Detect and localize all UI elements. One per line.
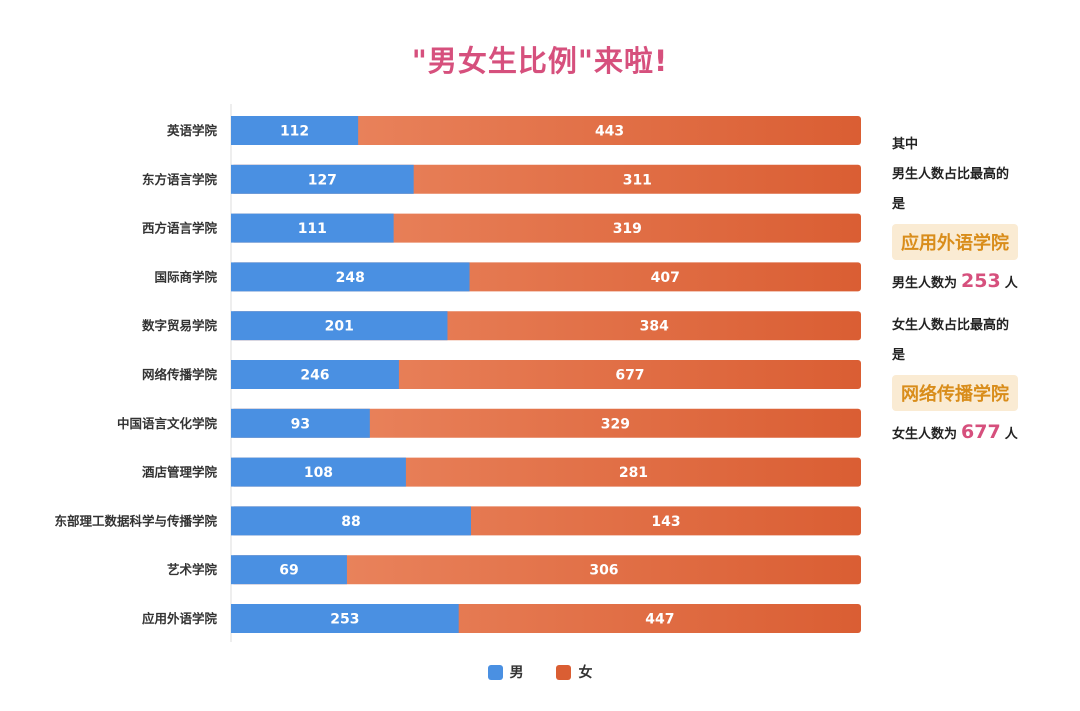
data-label-male: 253 [330,612,359,628]
data-label-male: 248 [336,270,365,286]
bar-female[interactable] [231,408,861,438]
data-label-female: 281 [619,465,648,481]
female-is: 是 [892,348,906,363]
category-label: 东部理工数据科学与传播学院 [54,513,217,528]
data-label-female: 384 [640,319,669,335]
bar-female[interactable] [231,555,861,585]
legend-swatch-male [487,664,503,680]
data-label-male: 112 [280,124,309,140]
male-count-suffix: 人 [1004,276,1018,291]
data-label-male: 88 [341,514,360,530]
data-label-male: 201 [325,319,354,335]
female-count-suffix: 人 [1004,427,1018,442]
page-title: "男女生比例"来啦! [411,44,669,78]
data-label-female: 677 [615,368,644,384]
data-label-male: 127 [308,172,337,188]
data-label-female: 306 [589,563,618,579]
data-label-female: 443 [595,124,624,140]
female-count-prefix: 女生人数为 [892,427,958,442]
data-label-female: 447 [645,612,674,628]
male-is: 是 [892,197,906,212]
data-label-male: 93 [291,416,310,432]
summary-intro: 其中 [892,137,919,152]
bar-female[interactable] [231,116,861,145]
legend-swatch-female [556,664,572,680]
bar-male[interactable] [231,604,459,633]
bar-male[interactable] [231,555,347,585]
category-label: 国际商学院 [154,269,217,284]
female-top-school: 网络传播学院 [892,375,1018,411]
summary-panel: 其中 男生人数占比最高的 是 应用外语学院 男生人数为 253 人 女生人数占比最高… [892,130,1067,450]
male-count: 253 [961,270,1001,292]
legend-item-male[interactable]: 男 [487,662,524,682]
male-heading: 男生人数占比最高的 [892,167,1010,182]
data-label-male: 69 [279,563,298,579]
female-heading: 女生人数占比最高的 [892,318,1010,333]
data-label-female: 319 [613,221,642,237]
data-label-female: 329 [601,416,630,432]
data-label-male: 111 [298,221,327,237]
bar-male[interactable] [231,506,471,536]
data-label-female: 407 [651,270,680,286]
bar-male[interactable] [231,164,414,194]
bar-male[interactable] [231,311,448,341]
data-label-female: 311 [623,172,652,188]
category-label: 数字贸易学院 [141,318,218,333]
legend-label-female: 女 [578,665,593,681]
bar-male[interactable] [231,457,406,487]
data-label-male: 246 [300,368,329,384]
category-label: 酒店管理学院 [142,465,218,480]
legend-item-female[interactable]: 女 [556,662,592,682]
data-label-female: 143 [651,514,680,530]
category-label: 艺术学院 [167,562,218,577]
category-label: 网络传播学院 [142,367,218,382]
category-label: 东方语言学院 [142,172,218,187]
category-label: 应用外语学院 [142,611,218,626]
category-label: 英语学院 [167,123,218,138]
category-label: 西方语言学院 [142,221,218,236]
male-top-school: 应用外语学院 [892,224,1018,260]
bar-male[interactable] [231,262,470,292]
female-count: 677 [961,421,1001,443]
category-label: 中国语言文化学院 [117,416,218,431]
female-count-line: 女生人数为 677 人 [892,417,1067,450]
legend-label-male: 男 [509,665,524,681]
bar-male[interactable] [231,408,370,438]
bar-male[interactable] [231,116,359,145]
male-count-line: 男生人数为 253 人 [892,266,1067,299]
data-label-male: 108 [304,465,333,481]
chart-legend: 男 女 [0,662,1080,682]
bar-male[interactable] [231,213,394,243]
bar-male[interactable] [231,360,399,389]
gender-ratio-chart: 英语学院 112 443 东方语言学院 127 311 西方语言学院 111 319 国际商学院 2… [54,104,861,642]
male-count-prefix: 男生人数为 [892,276,958,291]
